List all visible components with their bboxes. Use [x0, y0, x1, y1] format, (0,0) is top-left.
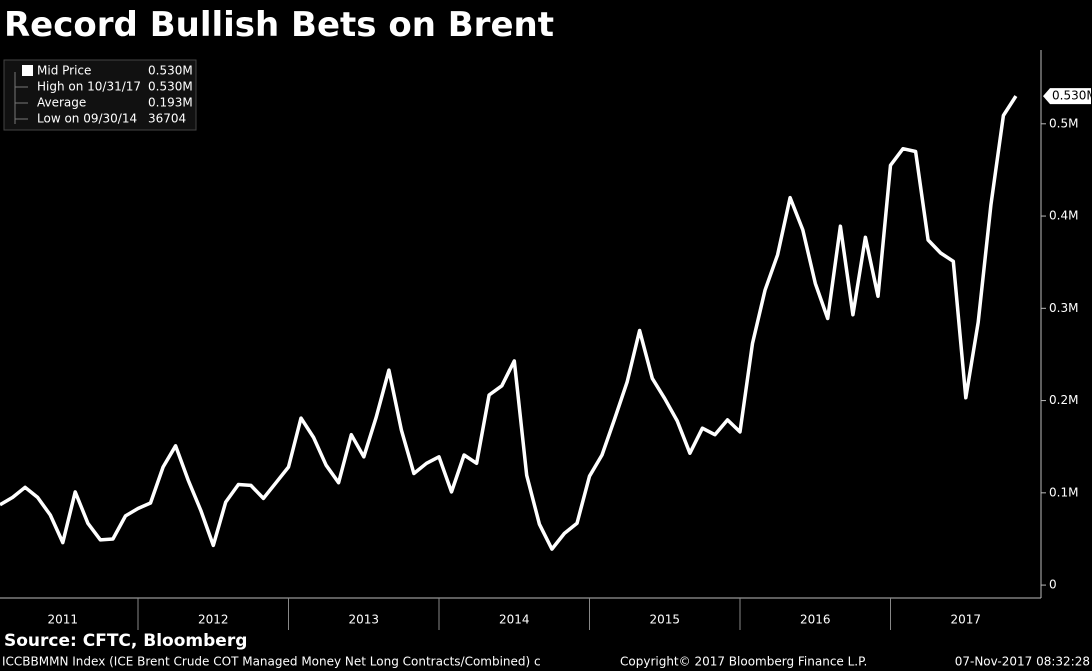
stat-value: 0.530M — [148, 80, 193, 94]
legend-label: Mid Price — [37, 64, 91, 78]
last-value-tag — [1043, 88, 1091, 105]
legend-swatch — [22, 65, 33, 76]
x-tick-label: 2013 — [348, 613, 379, 627]
stat-label: Average — [37, 96, 86, 110]
stat-label: Low on 09/30/14 — [37, 112, 137, 126]
y-tick-label: 0.5M — [1049, 116, 1078, 130]
footer-left: ICCBBMMN Index (ICE Brent Crude COT Mana… — [2, 655, 541, 669]
stat-value: 36704 — [148, 112, 186, 126]
legend-box — [3, 59, 197, 131]
x-tick-label: 2012 — [198, 613, 229, 627]
x-tick-label: 2017 — [950, 613, 981, 627]
chart-title: Record Bullish Bets on Brent — [4, 5, 554, 45]
legend-value: 0.530M — [148, 64, 193, 78]
y-tick-label: 0.1M — [1049, 485, 1078, 499]
y-tick-label: 0.3M — [1049, 301, 1078, 315]
x-tick-label: 2015 — [649, 613, 680, 627]
source: Source: CFTC, Bloomberg — [4, 631, 247, 651]
price-line — [0, 95, 1018, 551]
footer-right: 07-Nov-2017 08:32:28 — [955, 655, 1090, 669]
stat-label: High on 10/31/17 — [37, 80, 141, 94]
y-tick-label: 0 — [1049, 578, 1057, 592]
stat-value: 0.193M — [148, 96, 193, 110]
x-tick-label: 2016 — [800, 613, 831, 627]
y-tick-label: 0.4M — [1049, 209, 1078, 223]
x-tick-label: 2014 — [499, 613, 530, 627]
y-tick-label: 0.2M — [1049, 393, 1078, 407]
footer-center: Copyright© 2017 Bloomberg Finance L.P. — [620, 655, 867, 669]
x-tick-label: 2011 — [47, 613, 78, 627]
last-value-label: 0.530M — [1052, 89, 1092, 103]
